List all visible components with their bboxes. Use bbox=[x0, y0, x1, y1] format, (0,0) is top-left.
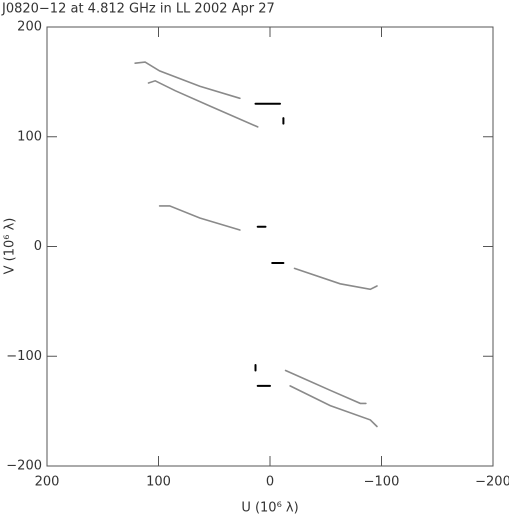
y-tick-label: 0 bbox=[34, 239, 42, 254]
uv-track bbox=[147, 79, 259, 128]
x-tick-label: −100 bbox=[364, 475, 400, 490]
uv-track bbox=[289, 385, 378, 428]
uv-track bbox=[158, 205, 241, 231]
uv-track bbox=[293, 267, 378, 291]
y-tick-label: −200 bbox=[6, 459, 42, 474]
x-tick-label: 200 bbox=[35, 475, 60, 490]
x-tick-label: 100 bbox=[146, 475, 171, 490]
x-tick-label: 0 bbox=[266, 475, 274, 490]
uv-track bbox=[284, 369, 367, 405]
plot-frame bbox=[46, 26, 494, 467]
x-axis-label: U (10⁶ λ) bbox=[241, 501, 298, 516]
uv-track bbox=[134, 61, 241, 100]
chart-title: J0820−12 at 4.812 GHz in LL 2002 Apr 27 bbox=[1, 2, 275, 17]
y-tick-label: 100 bbox=[17, 129, 42, 144]
y-tick-label: 200 bbox=[17, 20, 42, 35]
y-axis-label: V (10⁶ λ) bbox=[3, 218, 18, 275]
x-tick-label: −200 bbox=[475, 475, 509, 490]
y-tick-label: −100 bbox=[6, 349, 42, 364]
